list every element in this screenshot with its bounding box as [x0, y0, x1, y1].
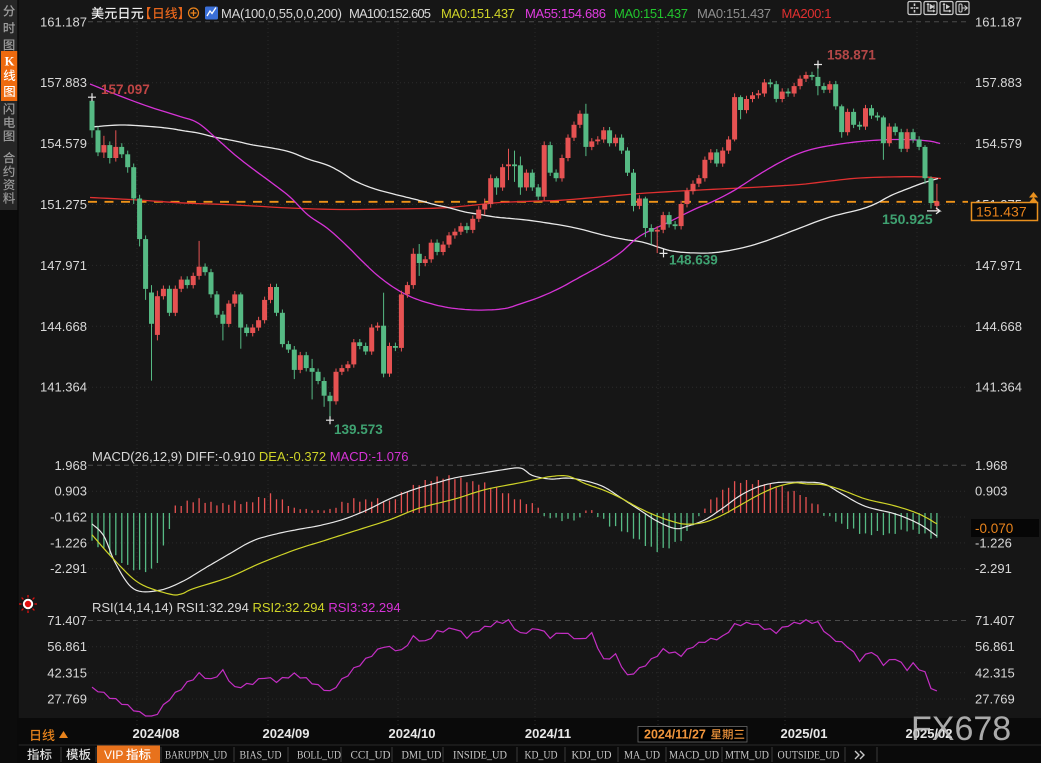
svg-text:1.968: 1.968	[54, 458, 87, 473]
svg-text:MA200:1: MA200:1	[782, 6, 832, 21]
svg-text:MA0:151.437: MA0:151.437	[441, 6, 515, 21]
svg-text:2024/11/27: 2024/11/27	[644, 728, 706, 742]
svg-text:MA_UD: MA_UD	[624, 750, 660, 762]
svg-text:MA100:152.605: MA100:152.605	[349, 6, 431, 21]
svg-text:147.971: 147.971	[975, 258, 1022, 273]
svg-text:144.668: 144.668	[975, 319, 1022, 334]
svg-text:2025/01: 2025/01	[781, 726, 828, 741]
svg-text:151.437: 151.437	[976, 204, 1027, 220]
svg-text:OUTSIDE_UD: OUTSIDE_UD	[778, 750, 840, 762]
svg-text:RSI(14,14,14) RSI1:32.294 RS: RSI(14,14,14) RSI1:32.294 RSI2:32.294 RS…	[92, 600, 401, 615]
svg-text:BARUPDN_UD: BARUPDN_UD	[165, 750, 227, 762]
svg-text:1.968: 1.968	[975, 458, 1008, 473]
svg-text:MACD_UD: MACD_UD	[669, 750, 719, 762]
svg-text:147.971: 147.971	[40, 258, 87, 273]
svg-text:71.407: 71.407	[47, 613, 87, 628]
svg-text:154.579: 154.579	[975, 136, 1022, 151]
svg-text:-2.291: -2.291	[50, 561, 87, 576]
svg-text:139.573: 139.573	[334, 422, 383, 437]
svg-text:2024/10: 2024/10	[389, 726, 436, 741]
svg-text:161.187: 161.187	[975, 14, 1022, 29]
svg-text:158.871: 158.871	[827, 48, 876, 63]
svg-text:MA0:151.437: MA0:151.437	[697, 6, 771, 21]
svg-text:42.315: 42.315	[47, 665, 87, 680]
svg-text:161.187: 161.187	[40, 14, 87, 29]
svg-text:VIP: VIP	[104, 748, 123, 762]
svg-text:MA(100,0,55,0,0,200): MA(100,0,55,0,0,200)	[221, 6, 342, 21]
svg-text:56.861: 56.861	[47, 639, 87, 654]
svg-text:144.668: 144.668	[40, 319, 87, 334]
svg-text:2025/02: 2025/02	[906, 726, 953, 741]
svg-text:DMI_UD: DMI_UD	[402, 750, 442, 762]
svg-text:CCI_UD: CCI_UD	[351, 750, 391, 762]
svg-text:27.769: 27.769	[47, 692, 87, 707]
svg-text:0.903: 0.903	[54, 484, 87, 499]
svg-text:148.639: 148.639	[669, 253, 718, 268]
svg-text:MA0:151.437: MA0:151.437	[614, 6, 688, 21]
svg-text:42.315: 42.315	[975, 665, 1015, 680]
svg-text:FX678: FX678	[911, 710, 1011, 748]
svg-text:MA55:154.686: MA55:154.686	[525, 6, 606, 21]
svg-text:-2.291: -2.291	[975, 561, 1012, 576]
svg-text:157.883: 157.883	[975, 75, 1022, 90]
svg-text:2024/09: 2024/09	[263, 726, 310, 741]
svg-text:2024/08: 2024/08	[133, 726, 180, 741]
svg-text:2024/11: 2024/11	[525, 726, 571, 741]
svg-text:KD_UD: KD_UD	[525, 750, 558, 762]
svg-text:141.364: 141.364	[975, 380, 1022, 395]
svg-text:-0.070: -0.070	[975, 521, 1013, 536]
svg-text:151.275: 151.275	[40, 197, 87, 212]
svg-text:-0.162: -0.162	[50, 510, 87, 525]
svg-text:KDJ_UD: KDJ_UD	[572, 750, 612, 762]
svg-text:27.769: 27.769	[975, 692, 1015, 707]
svg-text:150.925: 150.925	[882, 211, 933, 227]
svg-text:157.097: 157.097	[101, 82, 150, 97]
svg-text:141.364: 141.364	[40, 380, 87, 395]
svg-text:BIAS_UD: BIAS_UD	[240, 750, 282, 762]
svg-text:0.903: 0.903	[975, 484, 1008, 499]
svg-text:BOLL_UD: BOLL_UD	[297, 750, 341, 762]
svg-text:154.579: 154.579	[40, 136, 87, 151]
svg-text:-1.226: -1.226	[50, 535, 87, 550]
svg-text:71.407: 71.407	[975, 613, 1015, 628]
svg-text:MACD(26,12,9) DIFF:-0.910 DE: MACD(26,12,9) DIFF:-0.910 DEA:-0.372 MAC…	[92, 449, 408, 464]
svg-text:-1.226: -1.226	[975, 535, 1012, 550]
svg-text:MTM_UD: MTM_UD	[725, 750, 769, 762]
svg-text:157.883: 157.883	[40, 75, 87, 90]
svg-text:INSIDE_UD: INSIDE_UD	[453, 750, 507, 762]
svg-text:K: K	[5, 55, 15, 69]
svg-text:56.861: 56.861	[975, 639, 1015, 654]
